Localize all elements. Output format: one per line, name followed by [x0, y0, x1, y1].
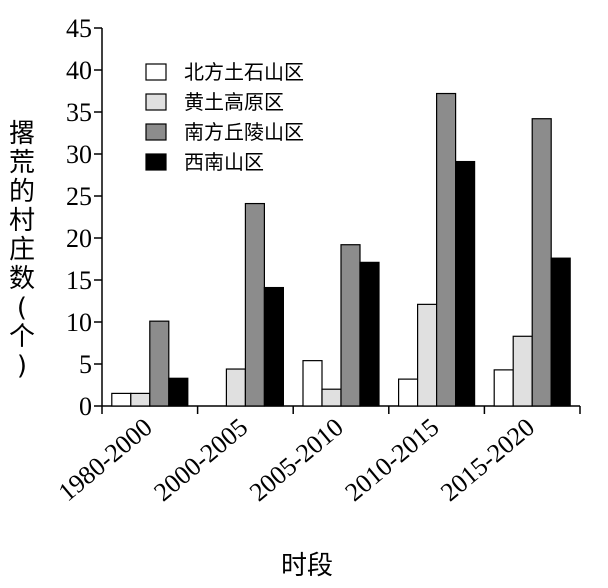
y-tick-label: 5	[79, 350, 92, 379]
bar	[550, 257, 571, 407]
x-tick-label: 2010-2015	[340, 412, 445, 507]
y-axis-title-char: 荒	[9, 148, 35, 178]
y-axis: 0 5 10 15 20 25 30 35 40 45	[66, 14, 103, 421]
y-axis-title-char: 庄	[9, 235, 35, 265]
bar	[244, 202, 265, 407]
y-tick-label: 35	[66, 98, 92, 127]
legend-label: 北方土石山区	[184, 60, 304, 84]
bar	[149, 320, 170, 407]
bar	[436, 92, 457, 407]
y-axis-title-char: )	[17, 351, 27, 381]
y-axis-title-char: 村	[9, 206, 35, 236]
bar	[512, 335, 533, 407]
x-tick-label: 2005-2010	[244, 412, 349, 507]
bar	[493, 369, 514, 407]
y-tick-label: 30	[66, 140, 92, 169]
bar	[359, 261, 380, 407]
x-tick-label: 1980-2000	[53, 412, 158, 507]
x-tick-label: 2015-2020	[435, 412, 540, 507]
legend-label: 西南山区	[184, 150, 264, 174]
legend-label: 南方丘陵山区	[184, 120, 304, 144]
y-axis-title-char: 撂	[9, 119, 35, 149]
y-tick-label: 10	[66, 308, 92, 337]
y-axis-title-char: 的	[9, 177, 35, 207]
legend-swatch	[145, 153, 167, 171]
x-axis-title: 时段	[281, 551, 333, 581]
bar	[263, 286, 284, 407]
y-tick-label: 0	[79, 392, 92, 421]
x-axis: 1980-20002000-20052005-20102010-20152015…	[53, 405, 581, 507]
bars-group	[111, 92, 571, 407]
legend-swatch	[145, 123, 167, 141]
legend-swatch	[145, 63, 167, 81]
y-axis-title-char: 个	[9, 322, 35, 352]
y-tick-label: 20	[66, 224, 92, 253]
y-tick-label: 15	[66, 266, 92, 295]
x-tick-label: 2000-2005	[148, 412, 253, 507]
legend-swatch	[145, 93, 167, 111]
bar	[398, 378, 419, 407]
bar	[321, 388, 342, 407]
bar	[531, 118, 552, 407]
y-tick-label: 40	[66, 56, 92, 85]
y-axis-title-char: (	[17, 293, 27, 323]
bar	[302, 360, 323, 407]
y-axis-title-char: 数	[9, 264, 35, 294]
bar	[225, 368, 246, 407]
bar	[455, 160, 476, 407]
bar	[417, 303, 438, 407]
y-tick-label: 25	[66, 182, 92, 211]
bar	[130, 392, 151, 407]
bar	[168, 377, 189, 407]
legend-label: 黄土高原区	[184, 90, 284, 114]
bar	[111, 392, 132, 407]
y-tick-label: 45	[66, 14, 92, 43]
bar	[340, 244, 361, 407]
